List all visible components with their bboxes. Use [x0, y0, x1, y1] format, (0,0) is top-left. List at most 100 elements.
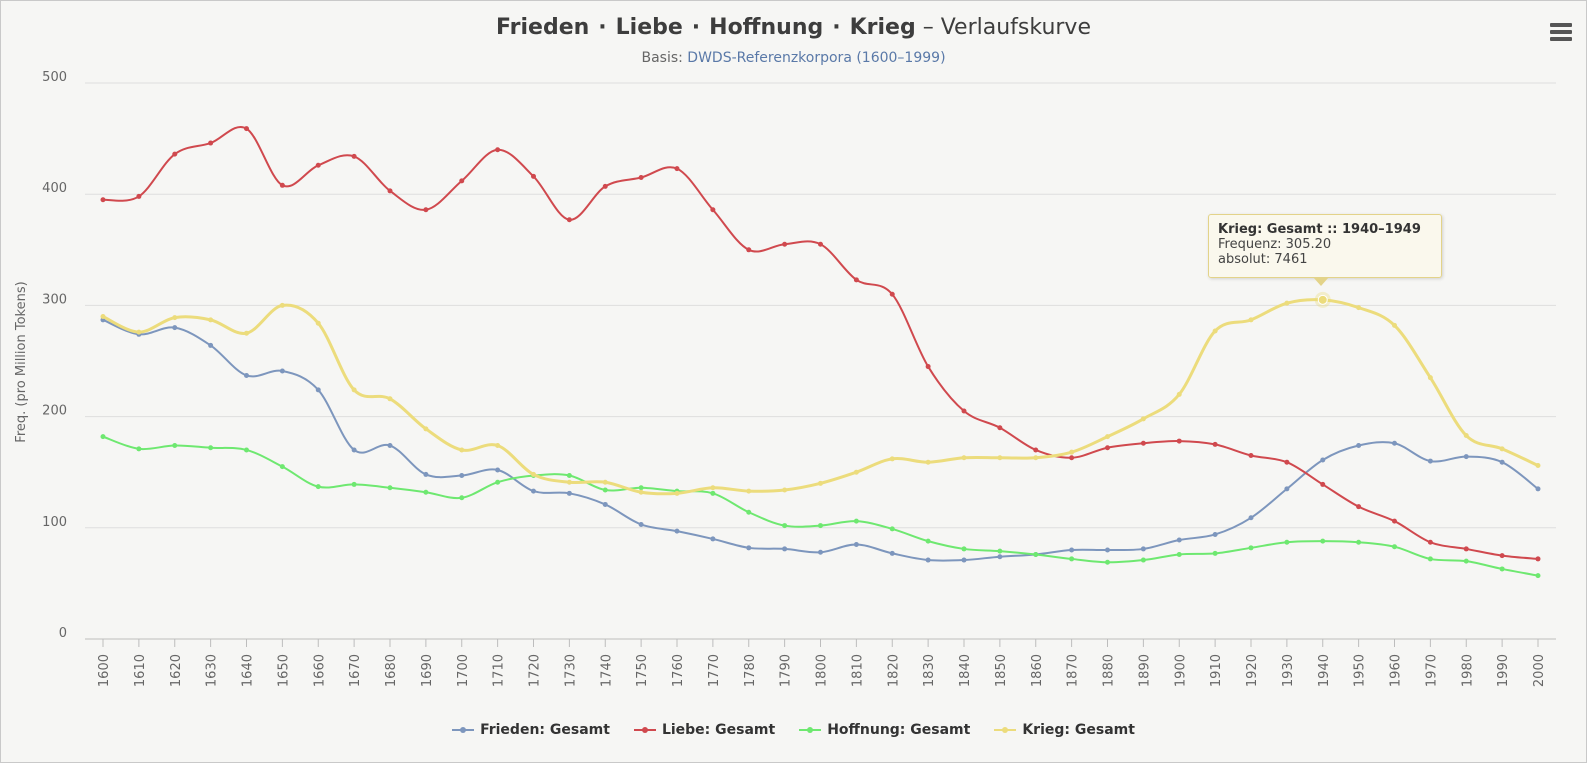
- data-point-krieg[interactable]: [495, 443, 501, 449]
- data-point-frieden[interactable]: [1176, 537, 1182, 543]
- data-point-liebe[interactable]: [1033, 447, 1039, 453]
- data-point-hoffnung[interactable]: [1284, 539, 1290, 545]
- data-point-frieden[interactable]: [674, 528, 680, 534]
- data-point-krieg[interactable]: [1284, 300, 1290, 306]
- data-point-liebe[interactable]: [1427, 539, 1433, 545]
- data-point-hoffnung[interactable]: [961, 546, 967, 552]
- series-line-liebe[interactable]: [102, 126, 1539, 560]
- data-point-hoffnung[interactable]: [423, 489, 429, 495]
- data-point-hoffnung[interactable]: [1356, 539, 1362, 545]
- data-point-hoffnung[interactable]: [208, 445, 214, 451]
- data-point-frieden[interactable]: [531, 488, 536, 494]
- data-point-liebe[interactable]: [674, 166, 680, 172]
- data-point-krieg[interactable]: [244, 330, 249, 336]
- data-point-krieg[interactable]: [531, 471, 536, 477]
- data-point-krieg[interactable]: [1427, 375, 1433, 381]
- data-point-krieg[interactable]: [172, 315, 178, 321]
- data-point-krieg[interactable]: [638, 489, 644, 495]
- data-point-frieden[interactable]: [315, 387, 321, 393]
- data-point-liebe[interactable]: [1069, 455, 1075, 461]
- data-point-frieden[interactable]: [423, 471, 429, 477]
- data-point-liebe[interactable]: [1284, 459, 1290, 465]
- data-point-hoffnung[interactable]: [782, 523, 788, 529]
- data-point-frieden[interactable]: [1212, 531, 1218, 537]
- data-point-liebe[interactable]: [1535, 556, 1541, 562]
- data-point-liebe[interactable]: [1499, 553, 1505, 559]
- data-point-liebe[interactable]: [961, 408, 967, 414]
- data-point-frieden[interactable]: [172, 325, 178, 331]
- data-point-krieg[interactable]: [423, 426, 429, 432]
- data-point-liebe[interactable]: [889, 291, 895, 297]
- data-point-krieg[interactable]: [459, 447, 465, 453]
- data-point-frieden[interactable]: [279, 368, 285, 374]
- data-point-krieg[interactable]: [1463, 433, 1469, 439]
- data-point-hoffnung[interactable]: [1499, 566, 1505, 572]
- data-point-krieg[interactable]: [208, 317, 214, 323]
- data-point-hoffnung[interactable]: [1535, 573, 1541, 579]
- data-point-frieden[interactable]: [208, 342, 214, 348]
- data-point-frieden[interactable]: [818, 549, 823, 555]
- data-point-frieden[interactable]: [961, 557, 967, 563]
- data-point-krieg[interactable]: [997, 455, 1003, 461]
- data-point-hoffnung[interactable]: [1069, 556, 1075, 562]
- data-point-liebe[interactable]: [1356, 504, 1362, 510]
- data-point-krieg[interactable]: [674, 490, 680, 496]
- data-point-liebe[interactable]: [1392, 518, 1397, 524]
- data-point-frieden[interactable]: [1356, 443, 1362, 449]
- data-point-hoffnung[interactable]: [315, 484, 321, 490]
- data-point-liebe[interactable]: [1248, 453, 1254, 459]
- data-point-liebe[interactable]: [638, 175, 644, 181]
- data-point-hoffnung[interactable]: [100, 434, 106, 440]
- data-point-liebe[interactable]: [1105, 445, 1110, 451]
- data-point-liebe[interactable]: [746, 247, 752, 253]
- data-point-liebe[interactable]: [997, 425, 1003, 431]
- hover-point[interactable]: [1317, 294, 1328, 305]
- data-point-frieden[interactable]: [1069, 547, 1075, 553]
- data-point-frieden[interactable]: [1320, 457, 1326, 463]
- data-point-frieden[interactable]: [1499, 459, 1505, 465]
- data-point-liebe[interactable]: [423, 207, 429, 213]
- data-point-krieg[interactable]: [818, 480, 823, 486]
- data-point-frieden[interactable]: [853, 541, 859, 547]
- data-point-hoffnung[interactable]: [136, 446, 142, 452]
- data-point-frieden[interactable]: [1105, 547, 1110, 553]
- data-point-krieg[interactable]: [710, 485, 716, 491]
- data-point-liebe[interactable]: [602, 183, 608, 189]
- data-point-frieden[interactable]: [495, 467, 501, 473]
- data-point-frieden[interactable]: [1535, 486, 1541, 492]
- data-point-frieden[interactable]: [351, 447, 357, 453]
- data-point-frieden[interactable]: [566, 490, 572, 496]
- data-point-liebe[interactable]: [1463, 546, 1469, 552]
- data-point-hoffnung[interactable]: [1212, 550, 1218, 556]
- data-point-krieg[interactable]: [889, 456, 895, 462]
- data-point-hoffnung[interactable]: [925, 538, 931, 544]
- data-point-hoffnung[interactable]: [1033, 551, 1039, 557]
- data-point-krieg[interactable]: [566, 479, 572, 485]
- data-point-frieden[interactable]: [602, 501, 608, 507]
- data-point-liebe[interactable]: [818, 241, 823, 247]
- data-point-hoffnung[interactable]: [1320, 538, 1326, 544]
- data-point-liebe[interactable]: [566, 217, 572, 223]
- data-point-frieden[interactable]: [1463, 454, 1469, 460]
- data-point-hoffnung[interactable]: [1392, 544, 1397, 550]
- data-point-liebe[interactable]: [925, 364, 931, 370]
- data-point-frieden[interactable]: [244, 372, 249, 378]
- data-point-liebe[interactable]: [531, 173, 536, 179]
- data-point-krieg[interactable]: [315, 320, 321, 326]
- data-point-hoffnung[interactable]: [495, 479, 501, 485]
- data-point-hoffnung[interactable]: [566, 473, 572, 479]
- data-point-frieden[interactable]: [1427, 458, 1433, 464]
- data-point-frieden[interactable]: [1248, 515, 1254, 521]
- data-point-krieg[interactable]: [279, 302, 285, 308]
- data-point-krieg[interactable]: [1248, 317, 1254, 323]
- data-point-krieg[interactable]: [1392, 322, 1397, 328]
- data-point-liebe[interactable]: [1320, 481, 1326, 487]
- data-point-hoffnung[interactable]: [459, 495, 465, 501]
- legend-item-krieg[interactable]: Krieg: Gesamt: [994, 722, 1135, 738]
- data-point-liebe[interactable]: [172, 151, 178, 157]
- data-point-krieg[interactable]: [782, 487, 788, 493]
- data-point-liebe[interactable]: [387, 188, 393, 194]
- data-point-hoffnung[interactable]: [1140, 557, 1146, 563]
- data-point-liebe[interactable]: [495, 147, 501, 153]
- data-point-liebe[interactable]: [853, 277, 859, 283]
